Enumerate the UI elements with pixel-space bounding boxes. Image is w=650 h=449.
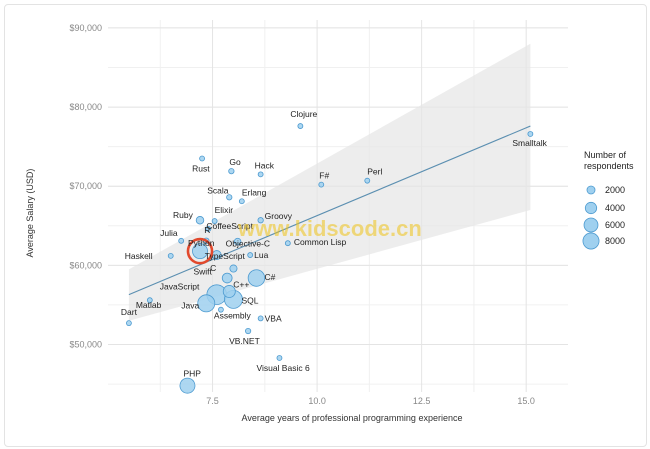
label-julia: Julia xyxy=(160,228,178,238)
point-php xyxy=(179,377,196,394)
point-erlang xyxy=(238,198,245,205)
legend-label: 2000 xyxy=(605,185,625,195)
label-scala: Scala xyxy=(207,185,229,195)
label-python: Python xyxy=(188,238,215,248)
point-python xyxy=(192,243,208,260)
legend-title-line1: Number of xyxy=(584,150,627,160)
x-tick-label: 12.5 xyxy=(413,396,431,406)
point-go xyxy=(228,168,235,175)
label-f-: F# xyxy=(319,171,329,181)
y-tick-label: $90,000 xyxy=(69,23,102,33)
label-java: Java xyxy=(181,300,199,310)
point-vba xyxy=(257,315,264,322)
label-swift: Swift xyxy=(193,267,212,277)
trend-line xyxy=(128,125,531,296)
point-c- xyxy=(247,269,266,287)
label-elixir: Elixir xyxy=(215,205,234,215)
label-smalltalk: Smalltalk xyxy=(512,138,547,148)
label-erlang: Erlang xyxy=(242,187,267,197)
confidence-band xyxy=(128,43,531,321)
label-ruby: Ruby xyxy=(173,210,194,220)
confidence-band-area xyxy=(128,43,531,321)
highlight-ring xyxy=(186,237,214,265)
label-c-: C# xyxy=(264,272,275,282)
label-common-lisp: Common Lisp xyxy=(294,237,347,247)
x-tick-label: 15.0 xyxy=(517,396,535,406)
axis-ticks: $50,000 $60,000 $70,000 $80,000 $90,000 7.5 10… xyxy=(69,23,534,406)
label-r: R xyxy=(204,225,210,235)
point-labels: Clojure Smalltalk Rust Go Hack F# Perl Scala Erl… xyxy=(121,109,548,379)
legend-key xyxy=(584,201,598,215)
label-typescript: TypeScript xyxy=(205,251,246,261)
point-common-lisp xyxy=(284,240,291,247)
point-hack xyxy=(257,171,264,178)
label-javascript: JavaScript xyxy=(160,282,200,292)
x-axis-title: Average years of professional programmin… xyxy=(242,413,463,423)
label-lua: Lua xyxy=(254,250,268,260)
y-tick-label: $60,000 xyxy=(69,260,102,270)
label-haskell: Haskell xyxy=(125,251,153,261)
label-coffeescript: CoffeeScript xyxy=(206,221,253,231)
point-haskell xyxy=(167,252,174,259)
label-visual-basic-6: Visual Basic 6 xyxy=(256,363,310,373)
label-c-: C++ xyxy=(233,279,249,289)
x-tick-label: 7.5 xyxy=(206,396,219,406)
legend-key xyxy=(583,217,599,233)
point-java xyxy=(197,294,216,313)
label-c: C xyxy=(210,263,216,273)
y-axis-title: Average Salary (USD) xyxy=(25,169,35,258)
point-perl xyxy=(364,177,371,184)
label-perl: Perl xyxy=(367,167,382,177)
point-coffeescript xyxy=(205,226,212,232)
label-clojure: Clojure xyxy=(290,109,317,119)
legend-label: 6000 xyxy=(605,220,625,230)
label-go: Go xyxy=(229,157,241,167)
data-points xyxy=(126,123,534,394)
label-groovy: Groovy xyxy=(265,211,293,221)
x-tick-label: 10.0 xyxy=(308,396,326,406)
point-rust xyxy=(199,155,205,162)
point-ruby xyxy=(195,216,205,225)
point-vb-net xyxy=(244,327,252,335)
point-clojure xyxy=(297,123,304,129)
legend-label: 4000 xyxy=(605,203,625,213)
y-tick-label: $70,000 xyxy=(69,181,102,191)
legend-label: 8000 xyxy=(605,236,625,246)
point-smalltalk xyxy=(527,131,534,137)
watermark: www.kidscode.cn xyxy=(237,216,422,241)
point-assembly xyxy=(218,306,224,313)
label-assembly: Assembly xyxy=(214,311,252,321)
point-dart xyxy=(126,320,132,327)
point-objective-c xyxy=(233,237,242,246)
label-rust: Rust xyxy=(192,164,210,174)
point-julia xyxy=(178,237,185,244)
label-vba: VBA xyxy=(265,313,282,323)
label-vb-net: VB.NET xyxy=(229,336,260,346)
point-swift xyxy=(229,264,238,273)
point-f- xyxy=(318,181,325,188)
point-visual-basic-6 xyxy=(276,355,283,361)
point-elixir xyxy=(211,218,218,224)
legend-key xyxy=(586,185,596,195)
label-dart: Dart xyxy=(121,307,138,317)
legend-key xyxy=(582,232,600,250)
label-matlab: Matlab xyxy=(136,300,162,310)
label-sql: SQL xyxy=(241,295,258,305)
label-php: PHP xyxy=(183,369,201,379)
legend-title-line2: respondents xyxy=(584,161,634,171)
point-scala xyxy=(226,194,233,201)
y-tick-label: $50,000 xyxy=(69,340,102,350)
label-hack: Hack xyxy=(255,160,275,170)
point-c- xyxy=(222,285,236,298)
point-matlab xyxy=(146,297,153,304)
point-groovy xyxy=(257,217,264,224)
point-c xyxy=(221,272,233,284)
label-objective-c: Objective-C xyxy=(226,239,270,249)
point-lua xyxy=(247,252,254,258)
y-tick-label: $80,000 xyxy=(69,102,102,112)
